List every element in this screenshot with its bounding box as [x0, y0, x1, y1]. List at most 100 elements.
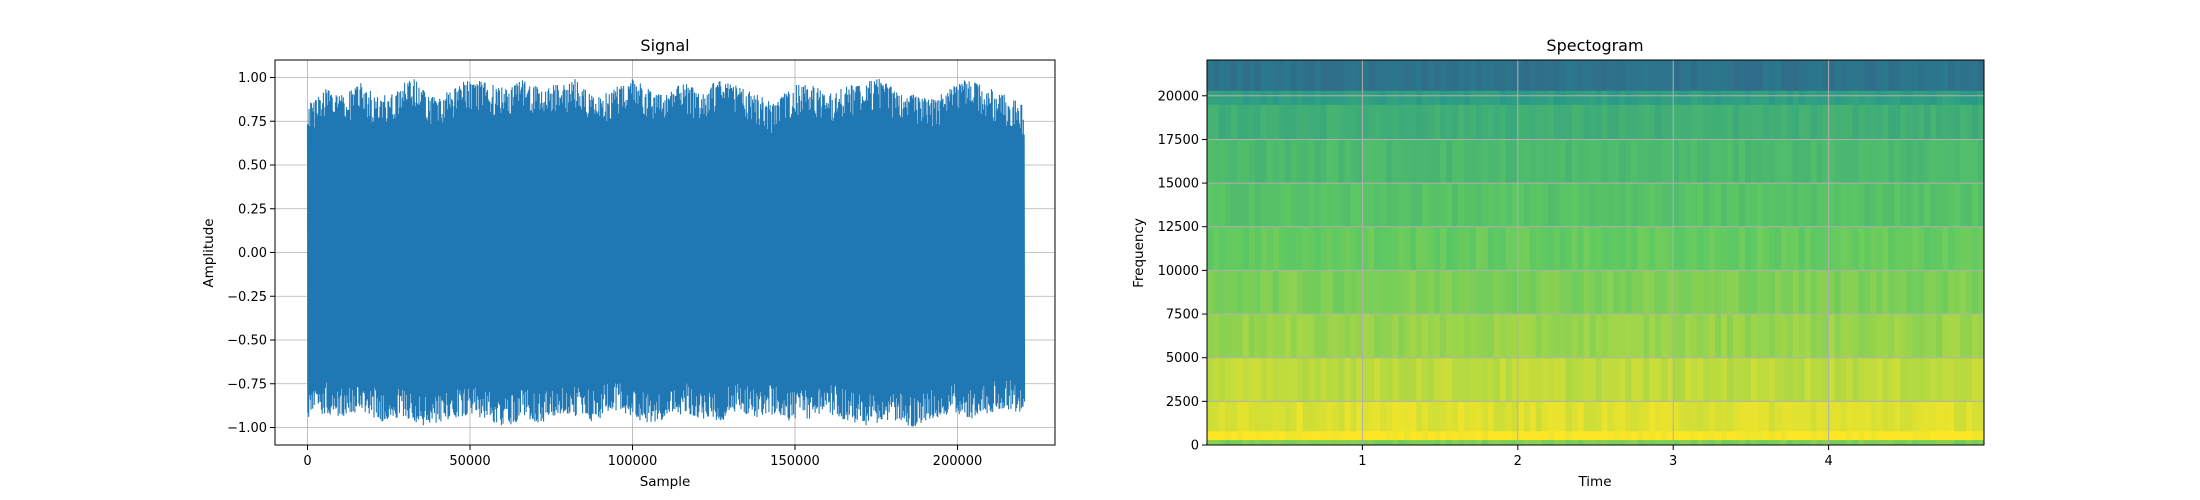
spectrogram-cell: [1505, 139, 1513, 184]
spectrogram-cell: [1332, 314, 1340, 358]
spectrogram-cell: [1499, 226, 1507, 271]
spectrogram-cell: [1469, 357, 1477, 402]
spectrogram-cell: [1906, 357, 1913, 402]
spectrogram-cell: [1858, 226, 1866, 271]
spectrogram-cell: [1368, 60, 1375, 91]
spectrogram-cell: [1266, 183, 1274, 228]
spectrogram-cell: [1493, 183, 1501, 228]
spectrogram-cell: [1840, 270, 1848, 315]
spectrogram-cell: [1679, 439, 1686, 445]
spectrogram-cell: [1918, 439, 1925, 445]
spectrogram-cell: [1601, 270, 1609, 315]
spectrogram-cell: [1924, 139, 1931, 184]
spectrogram-cell: [1960, 183, 1967, 228]
spectrogram-cell: [1487, 270, 1495, 315]
spectrogram-cell: [1505, 183, 1513, 228]
spectrogram-cell: [1667, 314, 1674, 358]
spectrogram-cell: [1499, 431, 1507, 441]
spectrogram-cell: [1679, 183, 1686, 228]
spectrogram-cell: [1750, 104, 1758, 140]
spectrogram-cell: [1613, 104, 1621, 140]
spectrogram-cell: [1667, 60, 1674, 91]
spectrogram-cell: [1715, 270, 1722, 315]
spectrogram-cell: [1607, 90, 1615, 105]
spectrogram-cell: [1511, 401, 1519, 432]
spectrogram-cell: [1559, 226, 1567, 271]
spectrogram-cell: [1565, 314, 1573, 358]
spectrogram-cell: [1320, 90, 1328, 105]
spectrogram-cell: [1296, 314, 1304, 358]
spectrogram-cell: [1762, 270, 1770, 315]
spectrogram-cell: [1344, 439, 1352, 445]
spectrogram-cell: [1732, 401, 1740, 432]
spectrogram-cell: [1374, 270, 1381, 315]
spectrogram-cell: [1410, 183, 1417, 228]
spectrogram-cell: [1410, 104, 1417, 140]
spectrogram-cell: [1900, 183, 1907, 228]
spectrogram-cell: [1207, 270, 1214, 315]
spectrogram-cell: [1392, 401, 1399, 432]
spectrogram-cell: [1954, 90, 1961, 105]
spectrogram-cell: [1960, 104, 1967, 140]
spectrogram-cell: [1434, 431, 1441, 441]
spectrogram-cell: [1428, 60, 1435, 91]
spectrogram-cell: [1583, 226, 1591, 271]
spectrogram-cell: [1290, 357, 1298, 402]
spectrogram-cell: [1332, 270, 1340, 315]
spectrogram-cell: [1738, 439, 1746, 445]
spectrogram-cell: [1571, 226, 1579, 271]
spectrogram-cell: [1846, 226, 1854, 271]
spectrogram-cell: [1446, 60, 1453, 91]
spectrogram-cell: [1744, 90, 1752, 105]
spectrogram-cell: [1428, 314, 1435, 358]
spectrogram-cell: [1721, 226, 1728, 271]
spectrogram-cell: [1440, 104, 1447, 140]
spectrogram-cell: [1356, 183, 1363, 228]
spectrogram-cell: [1637, 314, 1644, 358]
spectrogram-cell: [1583, 270, 1591, 315]
spectrogram-cell: [1212, 270, 1220, 315]
spectrogram-cell: [1553, 183, 1561, 228]
spectrogram-cell: [1655, 60, 1662, 91]
spectrogram-cell: [1918, 226, 1925, 271]
spectrogram-cell: [1535, 357, 1543, 402]
spectrogram-cell: [1972, 401, 1979, 432]
spectrogram-cell: [1374, 431, 1381, 441]
spectrogram-cell: [1523, 139, 1531, 184]
spectrogram-cell: [1948, 314, 1955, 358]
spectrogram-cell: [1894, 60, 1901, 91]
spectrogram-cell: [1882, 139, 1889, 184]
spectrogram-cell: [1398, 314, 1405, 358]
spectrogram-cell: [1732, 270, 1740, 315]
spectrogram-cell: [1440, 183, 1447, 228]
spectrogram-cell: [1942, 357, 1949, 402]
spectrogram-cell: [1308, 139, 1316, 184]
spectrogram-cell: [1978, 401, 1984, 432]
spectrogram-cell: [1607, 439, 1615, 445]
spectrogram-cell: [1978, 270, 1984, 315]
spectrogram-cell: [1697, 60, 1704, 91]
spectrogram-cell: [1942, 183, 1949, 228]
spectrogram-cell: [1207, 60, 1214, 91]
spectrogram-cell: [1786, 90, 1794, 105]
spectrogram-cell: [1912, 270, 1919, 315]
spectrogram-cell: [1541, 139, 1549, 184]
spectrogram-cell: [1314, 104, 1322, 140]
spectrogram-cell: [1661, 139, 1668, 184]
signal-y-tick-label: 0.25: [238, 202, 267, 217]
spectrogram-cell: [1266, 314, 1274, 358]
spectrogram-cell: [1308, 314, 1316, 358]
spectrogram-cell: [1254, 270, 1262, 315]
spectrogram-cell: [1691, 104, 1698, 140]
spectrogram-cell: [1422, 104, 1429, 140]
spectrogram-cell: [1308, 270, 1316, 315]
spectrogram-cell: [1284, 314, 1292, 358]
spectrogram-cell: [1744, 60, 1752, 91]
spectrogram-cell: [1583, 90, 1591, 105]
spectrogram-cell: [1332, 431, 1340, 441]
spectrogram-cell: [1446, 104, 1453, 140]
spectrogram-cell: [1296, 439, 1304, 445]
spectrogram-cell: [1750, 270, 1758, 315]
spectrogram-cell: [1864, 60, 1872, 91]
